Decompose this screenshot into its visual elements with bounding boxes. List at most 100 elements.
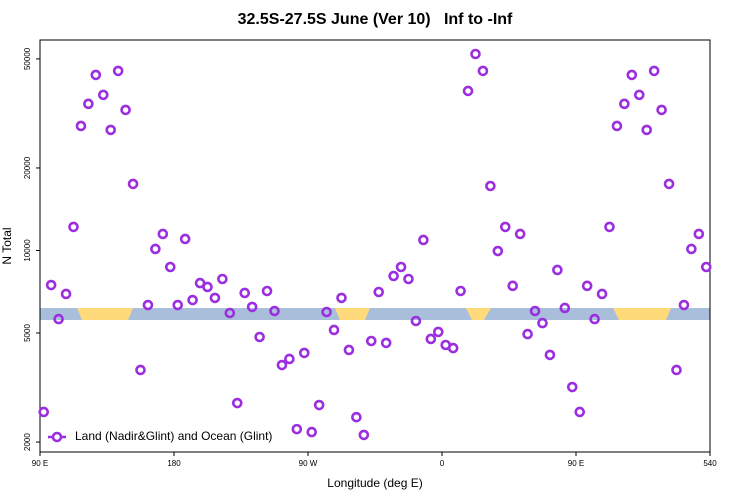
x-tick-label: 0 [440, 459, 445, 468]
data-point [455, 285, 466, 297]
data-point [45, 279, 57, 291]
data-point [559, 302, 571, 314]
data-point [291, 423, 303, 435]
data-point [328, 324, 340, 336]
x-tick-label: 90 E [32, 459, 48, 468]
data-point [261, 285, 273, 297]
data-point [522, 328, 533, 340]
data-point [53, 313, 64, 325]
data-point [202, 281, 213, 293]
data-point [544, 349, 556, 361]
data-point [224, 307, 236, 319]
data-point [656, 104, 667, 116]
surface-band [40, 308, 710, 320]
legend: Land (Nadir&Glint) and Ocean (Glint) [42, 426, 292, 448]
data-point [529, 305, 541, 317]
x-tick-label: 540 [703, 459, 717, 468]
data-point [418, 234, 429, 246]
data-point [246, 301, 258, 313]
data-point [209, 292, 221, 304]
data-point [127, 178, 139, 190]
data-point [432, 326, 444, 338]
data-point [97, 89, 109, 101]
data-point [60, 288, 72, 300]
data-point [552, 264, 563, 276]
data-point [447, 342, 459, 354]
data-point [306, 426, 318, 438]
data-point [477, 65, 489, 77]
data-point [75, 120, 87, 132]
data-point [298, 347, 310, 359]
data-point [380, 337, 392, 349]
data-point [172, 299, 184, 311]
data-point [648, 65, 660, 77]
legend-marker [51, 431, 63, 443]
data-point [254, 331, 265, 343]
data-point [336, 292, 347, 304]
legend-box [42, 426, 292, 448]
data-point [485, 180, 496, 192]
data-point [284, 353, 295, 365]
y-tick-label: 5000 [23, 324, 32, 342]
land-band [466, 308, 491, 320]
plot-frame [39, 39, 711, 453]
y-tick-label: 20000 [23, 156, 32, 179]
data-point [164, 261, 176, 273]
data-point [403, 273, 414, 285]
ocean-band [40, 308, 710, 320]
data-point [365, 335, 377, 347]
data-point [626, 69, 638, 81]
y-axis-label: N Total [0, 227, 14, 264]
legend-label: Land (Nadir&Glint) and Ocean (Glint) [75, 429, 272, 443]
chart-title: 32.5S-27.5S June (Ver 10) Inf to -Inf [238, 11, 513, 28]
y-tick-label: 10000 [23, 239, 32, 262]
data-point [492, 245, 504, 257]
data-point [537, 317, 548, 329]
data-point [566, 381, 578, 393]
data-point [231, 397, 243, 409]
data-point [395, 261, 407, 273]
data-point [470, 48, 481, 60]
x-tick-label: 90 W [299, 459, 318, 468]
data-point [499, 221, 511, 233]
data-point [276, 359, 288, 371]
data-point [619, 98, 630, 110]
data-point [589, 313, 600, 325]
data-point [686, 243, 697, 255]
data-point [596, 288, 608, 300]
data-point [358, 429, 370, 441]
data-point [269, 305, 280, 317]
data-point [410, 315, 422, 327]
x-tick-label: 180 [167, 459, 181, 468]
data-point [313, 399, 325, 411]
data-point [700, 261, 712, 273]
data-point [90, 69, 102, 81]
data-point [135, 364, 146, 376]
data-point [120, 104, 131, 116]
data-point [611, 120, 623, 132]
data-point [343, 344, 355, 356]
land-band [77, 308, 133, 320]
y-tick-label: 50000 [23, 47, 32, 70]
data-point [574, 406, 586, 418]
data-point [604, 221, 615, 233]
data-point [217, 273, 228, 285]
data-point [187, 294, 198, 306]
data-point [239, 287, 251, 299]
data-point [693, 228, 705, 240]
data-point [38, 406, 50, 418]
data-point [105, 124, 117, 136]
data-point [633, 89, 645, 101]
data-point [83, 98, 94, 110]
land-band [335, 308, 370, 320]
data-point [581, 280, 593, 292]
data-point [514, 228, 526, 240]
data-point [68, 221, 79, 233]
x-axis-label: Longitude (deg E) [327, 476, 422, 490]
data-point [321, 306, 332, 318]
x-tick-label: 90 E [568, 459, 584, 468]
land-band [613, 308, 671, 320]
data-point [678, 299, 690, 311]
data-point [373, 286, 385, 298]
data-point [150, 243, 161, 255]
